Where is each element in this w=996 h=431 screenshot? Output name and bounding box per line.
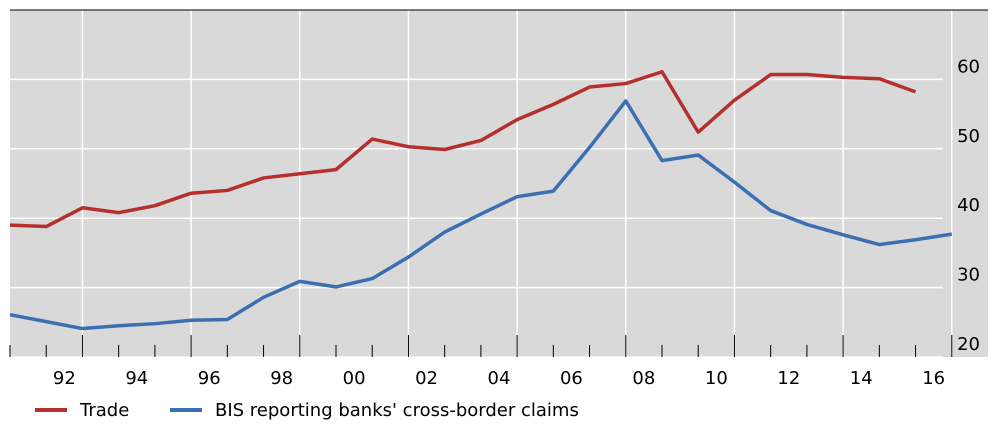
legend-label: BIS reporting banks' cross-border claims: [215, 400, 579, 421]
x-tick-label: 00: [343, 368, 366, 389]
x-tick-label: 98: [270, 368, 293, 389]
x-tick-label: 04: [488, 368, 511, 389]
series-line: [9, 70, 917, 229]
series-line: [9, 99, 953, 331]
legend-label: Trade: [79, 400, 129, 421]
x-tick-label: 94: [125, 368, 148, 389]
x-tick-label: 02: [415, 368, 438, 389]
x-tick-label: 96: [198, 368, 221, 389]
x-tick-label: 16: [922, 368, 945, 389]
plot-area: [10, 10, 988, 357]
y-tick-label: 40: [957, 195, 980, 216]
y-tick-label: 50: [957, 126, 980, 147]
y-tick-label: 30: [957, 265, 980, 286]
y-tick-label: 20: [957, 334, 980, 355]
x-tick-label: 14: [850, 368, 873, 389]
y-tick-label: 60: [957, 56, 980, 77]
x-tick-label: 08: [632, 368, 655, 389]
x-tick-label: 92: [53, 368, 76, 389]
x-tick-label: 10: [705, 368, 728, 389]
x-tick-label: 12: [777, 368, 800, 389]
x-tick-label: 06: [560, 368, 583, 389]
